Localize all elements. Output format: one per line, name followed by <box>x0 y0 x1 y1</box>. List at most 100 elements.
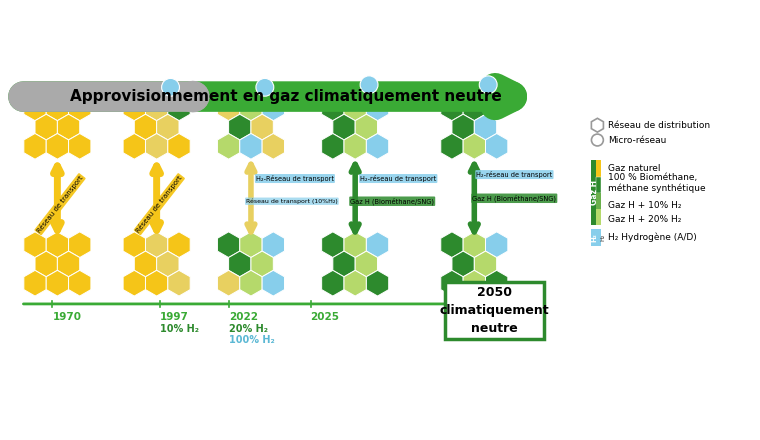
Polygon shape <box>57 114 80 140</box>
Polygon shape <box>474 114 496 140</box>
Polygon shape <box>591 118 603 132</box>
Text: Gaz H + 10% H₂: Gaz H + 10% H₂ <box>608 201 682 210</box>
Polygon shape <box>486 270 508 296</box>
Polygon shape <box>321 133 344 159</box>
Polygon shape <box>262 95 284 121</box>
Polygon shape <box>24 270 46 296</box>
Circle shape <box>162 78 179 96</box>
Bar <box>591 160 601 225</box>
Polygon shape <box>321 232 344 257</box>
Polygon shape <box>168 133 190 159</box>
Polygon shape <box>262 270 284 296</box>
Polygon shape <box>24 133 46 159</box>
Polygon shape <box>441 133 463 159</box>
Polygon shape <box>135 114 157 140</box>
Bar <box>597 160 601 176</box>
Polygon shape <box>463 232 486 257</box>
Text: Gaz H (Biométhane/SNG): Gaz H (Biométhane/SNG) <box>472 194 556 202</box>
Circle shape <box>256 78 274 96</box>
Polygon shape <box>344 95 366 121</box>
Polygon shape <box>251 251 274 277</box>
Polygon shape <box>35 251 57 277</box>
Polygon shape <box>145 232 168 257</box>
Polygon shape <box>46 232 68 257</box>
Text: 100 % Biométhane,
méthane synthétique: 100 % Biométhane, méthane synthétique <box>608 173 706 193</box>
Text: Approvisionnement en gaz climatiquement neutre: Approvisionnement en gaz climatiquement … <box>70 89 502 104</box>
Polygon shape <box>46 95 68 121</box>
Bar <box>597 193 601 209</box>
Text: Gaz H: Gaz H <box>590 180 599 205</box>
Polygon shape <box>123 270 145 296</box>
Polygon shape <box>157 251 179 277</box>
Polygon shape <box>441 232 463 257</box>
Polygon shape <box>35 114 57 140</box>
Bar <box>597 209 601 225</box>
Polygon shape <box>239 95 262 121</box>
Text: 20% H₂: 20% H₂ <box>229 324 268 334</box>
Text: H₂: H₂ <box>591 233 597 242</box>
Text: Réseau de distribution: Réseau de distribution <box>608 121 711 130</box>
Polygon shape <box>24 232 46 257</box>
Text: Micro-réseau: Micro-réseau <box>608 136 667 144</box>
Polygon shape <box>239 232 262 257</box>
Polygon shape <box>463 95 486 121</box>
Polygon shape <box>217 95 239 121</box>
Polygon shape <box>452 114 474 140</box>
Polygon shape <box>217 270 239 296</box>
Text: 2025: 2025 <box>311 312 340 322</box>
Polygon shape <box>217 232 239 257</box>
Polygon shape <box>452 251 474 277</box>
Circle shape <box>480 76 497 94</box>
Polygon shape <box>366 133 388 159</box>
Text: 2050
climatiquement
neutre: 2050 climatiquement neutre <box>439 286 549 335</box>
Polygon shape <box>123 133 145 159</box>
Polygon shape <box>145 270 168 296</box>
Text: 100% H₂: 100% H₂ <box>229 334 275 345</box>
Text: H₂-Réseau de transport: H₂-Réseau de transport <box>256 175 334 182</box>
Bar <box>591 229 601 246</box>
Polygon shape <box>251 114 274 140</box>
Text: Réseau de transport: Réseau de transport <box>135 174 184 234</box>
Polygon shape <box>344 270 366 296</box>
Polygon shape <box>217 133 239 159</box>
Polygon shape <box>229 251 251 277</box>
Polygon shape <box>355 114 378 140</box>
Polygon shape <box>68 232 91 257</box>
Circle shape <box>591 134 603 146</box>
Polygon shape <box>168 270 190 296</box>
Polygon shape <box>24 95 46 121</box>
Polygon shape <box>463 133 486 159</box>
Polygon shape <box>145 95 168 121</box>
Polygon shape <box>239 270 262 296</box>
Text: H₂: H₂ <box>601 234 606 241</box>
Text: Gaz naturel: Gaz naturel <box>608 164 660 173</box>
Polygon shape <box>239 133 262 159</box>
Polygon shape <box>46 133 68 159</box>
Polygon shape <box>135 251 157 277</box>
Polygon shape <box>474 251 496 277</box>
Bar <box>597 176 601 193</box>
Text: H₂-réseau de transport: H₂-réseau de transport <box>477 171 553 178</box>
Text: Gaz H + 20% H₂: Gaz H + 20% H₂ <box>608 215 682 224</box>
Polygon shape <box>57 251 80 277</box>
Text: 2022: 2022 <box>229 312 258 322</box>
Text: H₂ Hydrogène (A/D): H₂ Hydrogène (A/D) <box>608 233 697 242</box>
Polygon shape <box>366 232 388 257</box>
Polygon shape <box>321 270 344 296</box>
Circle shape <box>360 76 378 94</box>
Polygon shape <box>145 133 168 159</box>
Polygon shape <box>262 232 284 257</box>
Polygon shape <box>463 270 486 296</box>
Polygon shape <box>344 133 366 159</box>
Polygon shape <box>68 95 91 121</box>
Polygon shape <box>333 251 355 277</box>
Polygon shape <box>157 114 179 140</box>
Polygon shape <box>486 95 508 121</box>
Polygon shape <box>333 114 355 140</box>
Text: H₂-réseau de transport: H₂-réseau de transport <box>360 175 436 182</box>
Text: 1997: 1997 <box>160 312 188 322</box>
Polygon shape <box>486 232 508 257</box>
Polygon shape <box>168 95 190 121</box>
Polygon shape <box>366 95 388 121</box>
Text: Gaz H (Biométhane/SNG): Gaz H (Biométhane/SNG) <box>350 198 434 205</box>
